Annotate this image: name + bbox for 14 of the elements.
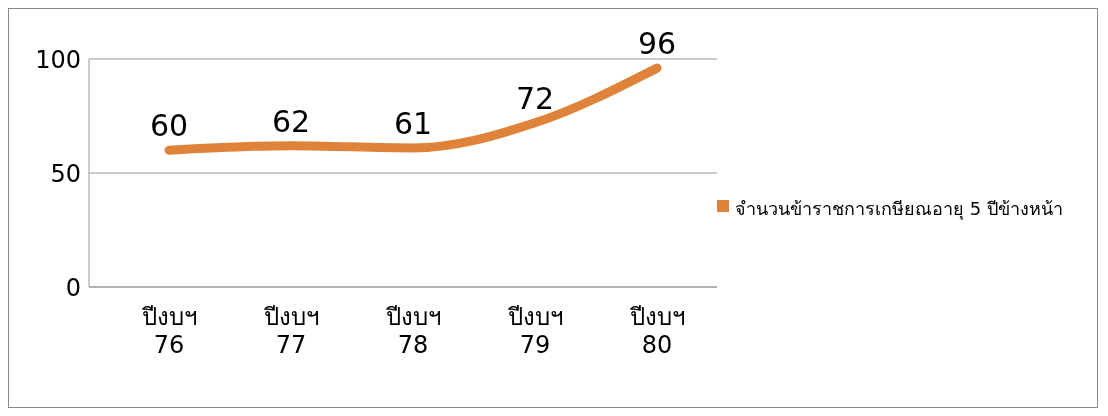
data-label: 60 [149, 108, 189, 144]
data-label: 62 [271, 103, 311, 139]
data-label: 61 [393, 105, 433, 141]
x-tick-label: ปีงบฯ 78 [384, 302, 441, 360]
x-tick-label: ปีงบฯ 77 [262, 302, 319, 360]
data-label: 96 [637, 26, 677, 62]
x-tick-label: ปีงบฯ 80 [628, 302, 685, 360]
data-label: 72 [515, 80, 555, 116]
legend-label: จำนวนข้าราชการเกษียณอายุ 5 ปีข้างหน้า [735, 196, 1063, 222]
x-tick-label: ปีงบฯ 76 [140, 302, 197, 360]
y-tick-label: 100 [35, 45, 81, 74]
y-tick-label: 0 [65, 273, 81, 302]
y-tick-label: 50 [50, 159, 81, 188]
x-tick-label: ปีงบฯ 79 [506, 302, 563, 360]
